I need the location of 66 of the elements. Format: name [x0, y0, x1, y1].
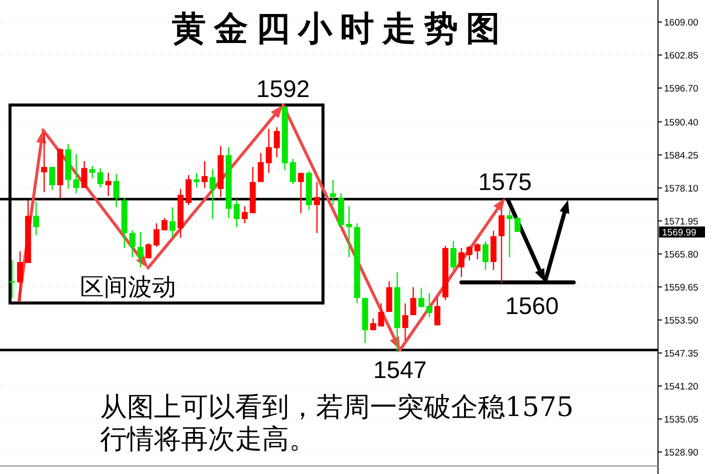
- candlestick: [242, 206, 248, 224]
- candlestick: [434, 296, 440, 326]
- candlestick: [258, 152, 264, 183]
- y-tick-label: 1547.35: [664, 348, 698, 360]
- candlestick: [33, 201, 40, 236]
- candlestick: [73, 153, 80, 194]
- candlestick: [137, 231, 144, 268]
- y-tick-label: 1609.00: [664, 18, 698, 29]
- y-tick-label: 1565.80: [664, 249, 698, 260]
- candlestick: [186, 174, 192, 206]
- candlestick: [298, 172, 304, 214]
- candlestick: [378, 302, 384, 328]
- annotation: 1575: [478, 169, 532, 196]
- candlestick: [89, 165, 96, 179]
- y-tick-label: 1590.40: [664, 117, 698, 128]
- candlestick: [290, 158, 296, 185]
- annotation: 1547: [373, 357, 427, 384]
- y-tick-label: 1559.65: [664, 282, 698, 294]
- candlestick: [426, 292, 432, 318]
- candlestick: [129, 230, 136, 258]
- candlestick: [105, 172, 112, 197]
- candlestick: [194, 172, 200, 188]
- candlestick: [482, 240, 488, 271]
- candlestick: [474, 242, 480, 260]
- candlestick: [402, 302, 408, 341]
- candlestick: [498, 209, 505, 284]
- candlestick: [202, 160, 208, 189]
- candlestick: [330, 179, 336, 206]
- text: 1569.99: [662, 228, 696, 238]
- y-tick-label: 1596.70: [664, 84, 698, 95]
- candlestick: [514, 216, 521, 233]
- candlestick: [113, 173, 120, 208]
- candlestick: [234, 198, 240, 228]
- candlestick: [450, 240, 456, 271]
- candlestick: [506, 209, 513, 258]
- y-tick-label: 1571.95: [664, 216, 698, 228]
- candlestick: [410, 286, 416, 316]
- y-tick-label: 1528.90: [664, 448, 698, 459]
- candlestick: [97, 167, 104, 188]
- annotation: 区间波动: [80, 273, 176, 301]
- y-tick-label: 1602.85: [664, 50, 698, 62]
- candlestick: [81, 160, 88, 189]
- y-tick-label: 1578.10: [664, 183, 698, 194]
- candlestick: [41, 132, 48, 193]
- annotation: 1560: [505, 293, 559, 320]
- candlestick: [266, 128, 272, 174]
- candlestick: [346, 206, 352, 258]
- y-tick-label: 1584.25: [664, 150, 698, 162]
- candlestick: [210, 168, 216, 220]
- candlestick: [466, 245, 472, 261]
- candlestick: [153, 222, 160, 248]
- candlestick: [274, 126, 280, 158]
- candlestick: [418, 288, 424, 308]
- chart-title: 黄金四小时走势图: [172, 9, 508, 49]
- y-tick-label: 1553.50: [664, 315, 698, 326]
- candlestick: [170, 206, 176, 238]
- candlestick: [145, 242, 152, 259]
- annotation: 1592: [256, 76, 310, 103]
- annotation: 从图上可以看到，若周一突破企稳1575行情将再次走高。: [100, 392, 575, 456]
- candlestick: [49, 166, 56, 191]
- candlestick: [458, 247, 464, 278]
- candlestick: [17, 250, 24, 303]
- candlestick: [314, 181, 320, 234]
- candlestick: [162, 217, 168, 231]
- y-tick-label: 1541.20: [664, 382, 698, 393]
- y-tick-label: 1535.05: [664, 414, 698, 426]
